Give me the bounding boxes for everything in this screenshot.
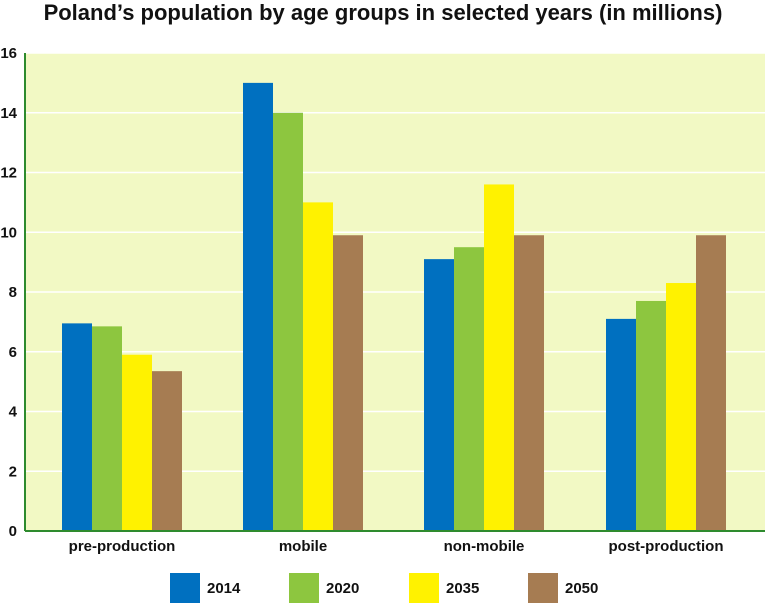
x-category-label: post-production	[609, 538, 724, 555]
y-tick-label: 8	[9, 284, 17, 301]
bar-2020-non-mobile	[454, 247, 484, 531]
x-axis-categories: pre-production mobile non-mobile post-produ…	[69, 538, 724, 555]
legend-swatch-2020	[289, 573, 319, 603]
legend-label: 2014	[207, 580, 241, 597]
bar-2050-mobile	[333, 235, 363, 532]
bar-2050-non-mobile	[514, 235, 544, 532]
chart-title: Poland’s population by age groups in sel…	[44, 0, 723, 25]
legend: 2014 2020 2035 2050	[170, 573, 598, 603]
bar-2014-pre-production	[62, 323, 92, 531]
y-axis-ticks: 0 2 4 6 8 10 12 14 16	[0, 45, 17, 540]
y-tick-label: 14	[0, 105, 17, 122]
y-tick-label: 2	[9, 463, 17, 480]
bars	[62, 82, 726, 532]
x-category-label: non-mobile	[444, 538, 525, 555]
bar-2014-mobile	[243, 82, 273, 531]
bar-2014-post-production	[606, 318, 636, 531]
y-tick-label: 6	[9, 344, 17, 361]
legend-swatch-2035	[409, 573, 439, 603]
bar-2050-pre-production	[152, 371, 182, 531]
legend-swatch-2014	[170, 573, 200, 603]
bar-2035-post-production	[666, 283, 696, 531]
bar-2035-mobile	[303, 202, 333, 531]
y-tick-label: 4	[9, 404, 18, 421]
y-tick-label: 16	[0, 45, 17, 62]
bar-2014-non-mobile	[424, 259, 454, 531]
bar-2035-pre-production	[122, 354, 152, 531]
y-tick-label: 12	[0, 165, 17, 182]
bar-2020-mobile	[273, 112, 303, 531]
legend-swatch-2050	[528, 573, 558, 603]
bar-2050-post-production	[696, 235, 726, 532]
y-tick-label: 10	[0, 224, 17, 241]
legend-label: 2035	[446, 580, 479, 597]
bar-2020-post-production	[636, 300, 666, 531]
x-category-label: pre-production	[69, 538, 176, 555]
bar-2020-pre-production	[92, 326, 122, 531]
y-tick-label: 0	[9, 523, 17, 540]
legend-label: 2020	[326, 580, 359, 597]
legend-label: 2050	[565, 580, 598, 597]
x-category-label: mobile	[279, 538, 327, 555]
bar-2035-non-mobile	[484, 184, 514, 531]
